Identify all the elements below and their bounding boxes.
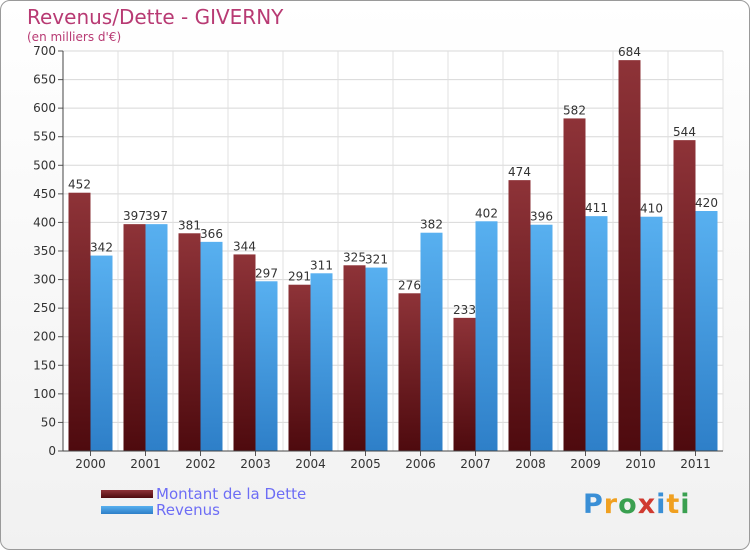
x-tick-label: 2008 [515, 457, 546, 471]
bar-debt-2001 [123, 224, 146, 451]
bar-revenue-2010 [640, 216, 663, 451]
data-label: 411 [585, 201, 608, 215]
x-tick-label: 2001 [130, 457, 161, 471]
bar-debt-2002 [178, 233, 201, 451]
data-label: 325 [343, 250, 366, 264]
legend-label-revenue: Revenus [156, 501, 220, 519]
x-tick-label: 2009 [570, 457, 601, 471]
chart-title: Revenus/Dette - GIVERNY [27, 5, 284, 29]
bar-debt-2004 [288, 284, 311, 451]
x-tick-label: 2006 [405, 457, 436, 471]
data-label: 684 [618, 45, 641, 59]
data-label: 321 [365, 253, 388, 267]
bar-revenue-2005 [365, 267, 388, 451]
y-tick-label: 250 [33, 301, 56, 315]
bar-revenue-2007 [475, 221, 498, 451]
data-label: 291 [288, 270, 311, 284]
x-tick-label: 2004 [295, 457, 326, 471]
data-label: 382 [420, 218, 443, 232]
bar-revenue-2009 [585, 216, 608, 451]
y-tick-label: 700 [33, 44, 56, 58]
proxiti-logo: Proxiti [583, 489, 691, 520]
y-tick-label: 450 [33, 187, 56, 201]
data-label: 410 [640, 202, 663, 216]
logo-letter: x [637, 489, 657, 520]
bar-revenue-2011 [695, 211, 718, 451]
data-label: 381 [178, 218, 201, 232]
logo-letter: i [656, 489, 667, 520]
y-tick-label: 650 [33, 73, 56, 87]
y-tick-label: 100 [33, 387, 56, 401]
x-tick-label: 2010 [625, 457, 656, 471]
bar-revenue-2000 [90, 255, 113, 451]
data-label: 233 [453, 303, 476, 317]
y-tick-label: 200 [33, 330, 56, 344]
logo-letter: o [618, 489, 638, 520]
bar-debt-2009 [563, 118, 586, 451]
x-tick-label: 2005 [350, 457, 381, 471]
x-tick-label: 2011 [680, 457, 711, 471]
data-label: 420 [695, 196, 718, 210]
bar-revenue-2002 [200, 241, 223, 451]
data-label: 582 [563, 103, 586, 117]
data-label: 276 [398, 278, 421, 292]
y-tick-label: 550 [33, 130, 56, 144]
bar-debt-2010 [618, 60, 641, 452]
legend-label-debt: Montant de la Dette [156, 485, 307, 503]
data-label: 311 [310, 258, 333, 272]
y-tick-label: 350 [33, 244, 56, 258]
data-label: 297 [255, 266, 278, 280]
x-tick-label: 2002 [185, 457, 216, 471]
logo-letter: r [603, 489, 619, 520]
logo-letter: i [680, 489, 691, 520]
x-tick-label: 2003 [240, 457, 271, 471]
bar-debt-2005 [343, 265, 366, 451]
y-tick-label: 50 [41, 415, 56, 429]
logo-letter: P [583, 489, 604, 520]
legend-swatch-debt [101, 490, 153, 498]
data-label: 366 [200, 227, 223, 241]
data-label: 342 [90, 241, 113, 255]
data-label: 396 [530, 210, 553, 224]
data-label: 402 [475, 206, 498, 220]
data-label: 544 [673, 125, 696, 139]
bar-debt-2003 [233, 254, 256, 451]
data-label: 344 [233, 239, 256, 253]
y-tick-label: 400 [33, 215, 56, 229]
data-label: 397 [145, 209, 168, 223]
data-label: 452 [68, 178, 91, 192]
data-label: 397 [123, 209, 146, 223]
bar-debt-2011 [673, 140, 696, 451]
chart-subtitle: (en milliers d'€) [27, 30, 122, 44]
y-tick-label: 0 [48, 444, 56, 458]
bar-debt-2006 [398, 293, 421, 451]
x-tick-label: 2007 [460, 457, 491, 471]
x-tick-label: 2000 [75, 457, 106, 471]
bar-debt-2008 [508, 180, 531, 451]
y-tick-label: 300 [33, 273, 56, 287]
logo-letter: t [666, 489, 681, 520]
y-tick-label: 500 [33, 158, 56, 172]
bar-revenue-2003 [255, 281, 278, 451]
bar-revenue-2006 [420, 232, 443, 451]
bar-debt-2000 [68, 192, 91, 451]
bar-debt-2007 [453, 317, 476, 451]
bar-revenue-2001 [145, 224, 168, 451]
y-tick-label: 150 [33, 358, 56, 372]
bar-revenue-2008 [530, 224, 553, 451]
y-tick-label: 600 [33, 101, 56, 115]
data-label: 474 [508, 165, 531, 179]
legend-swatch-revenue [101, 506, 153, 514]
bar-revenue-2004 [310, 273, 333, 451]
